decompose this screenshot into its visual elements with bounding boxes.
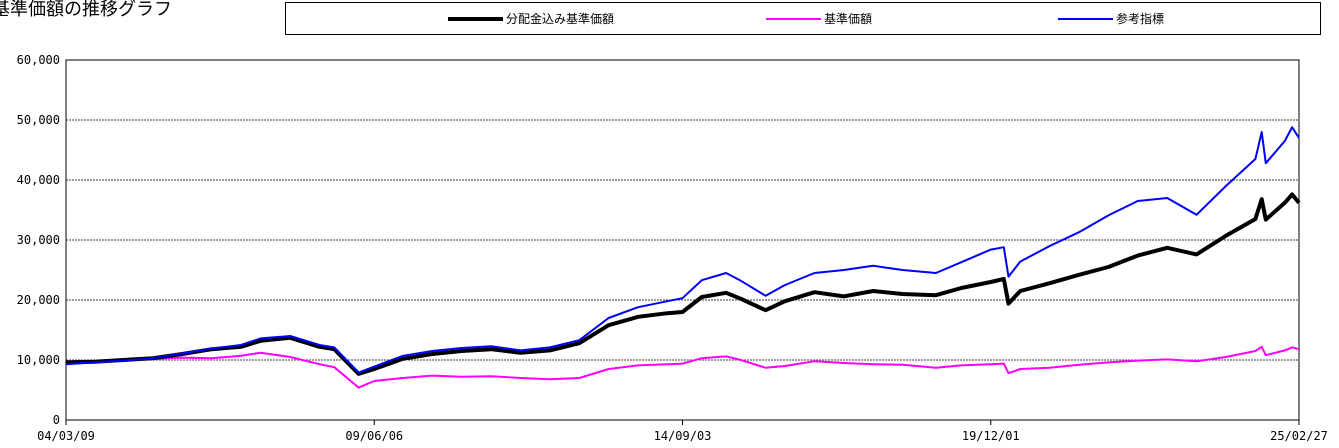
x-tick-label: 19/12/01	[962, 429, 1020, 443]
legend-swatch-nav	[766, 17, 821, 20]
legend-swatch-benchmark	[1058, 17, 1113, 20]
plot-frame	[65, 59, 1300, 421]
x-tick-label: 04/03/09	[37, 429, 95, 443]
y-tick-label: 20,000	[17, 293, 60, 307]
x-tick-label: 14/09/03	[654, 429, 712, 443]
legend-swatch-nav-with-dividends	[448, 16, 503, 21]
y-tick-label: 0	[53, 413, 60, 427]
y-tick-label: 60,000	[17, 53, 60, 67]
x-tick-label: 09/06/06	[345, 429, 403, 443]
legend-label: 基準価額	[824, 12, 873, 26]
y-tick-label: 10,000	[17, 353, 60, 367]
series-line-2	[65, 126, 1300, 374]
legend-item-nav-with-dividends: 分配金込み基準価額	[448, 3, 614, 34]
series-line-0	[65, 192, 1301, 376]
y-tick-label: 50,000	[17, 113, 60, 127]
legend-item-nav: 基準価額	[766, 3, 872, 34]
x-tick-label: 25/02/27	[1270, 429, 1328, 443]
legend-item-benchmark: 参考指標	[1058, 3, 1164, 34]
y-tick-label: 40,000	[17, 173, 60, 187]
series-line-1	[65, 345, 1300, 389]
legend-label: 参考指標	[1116, 12, 1165, 26]
legend-label: 分配金込み基準価額	[506, 12, 615, 26]
chart-title: 基準価額の推移グラフ	[0, 0, 172, 20]
y-tick-label: 30,000	[17, 233, 60, 247]
legend: 分配金込み基準価額 基準価額 参考指標	[285, 2, 1321, 35]
